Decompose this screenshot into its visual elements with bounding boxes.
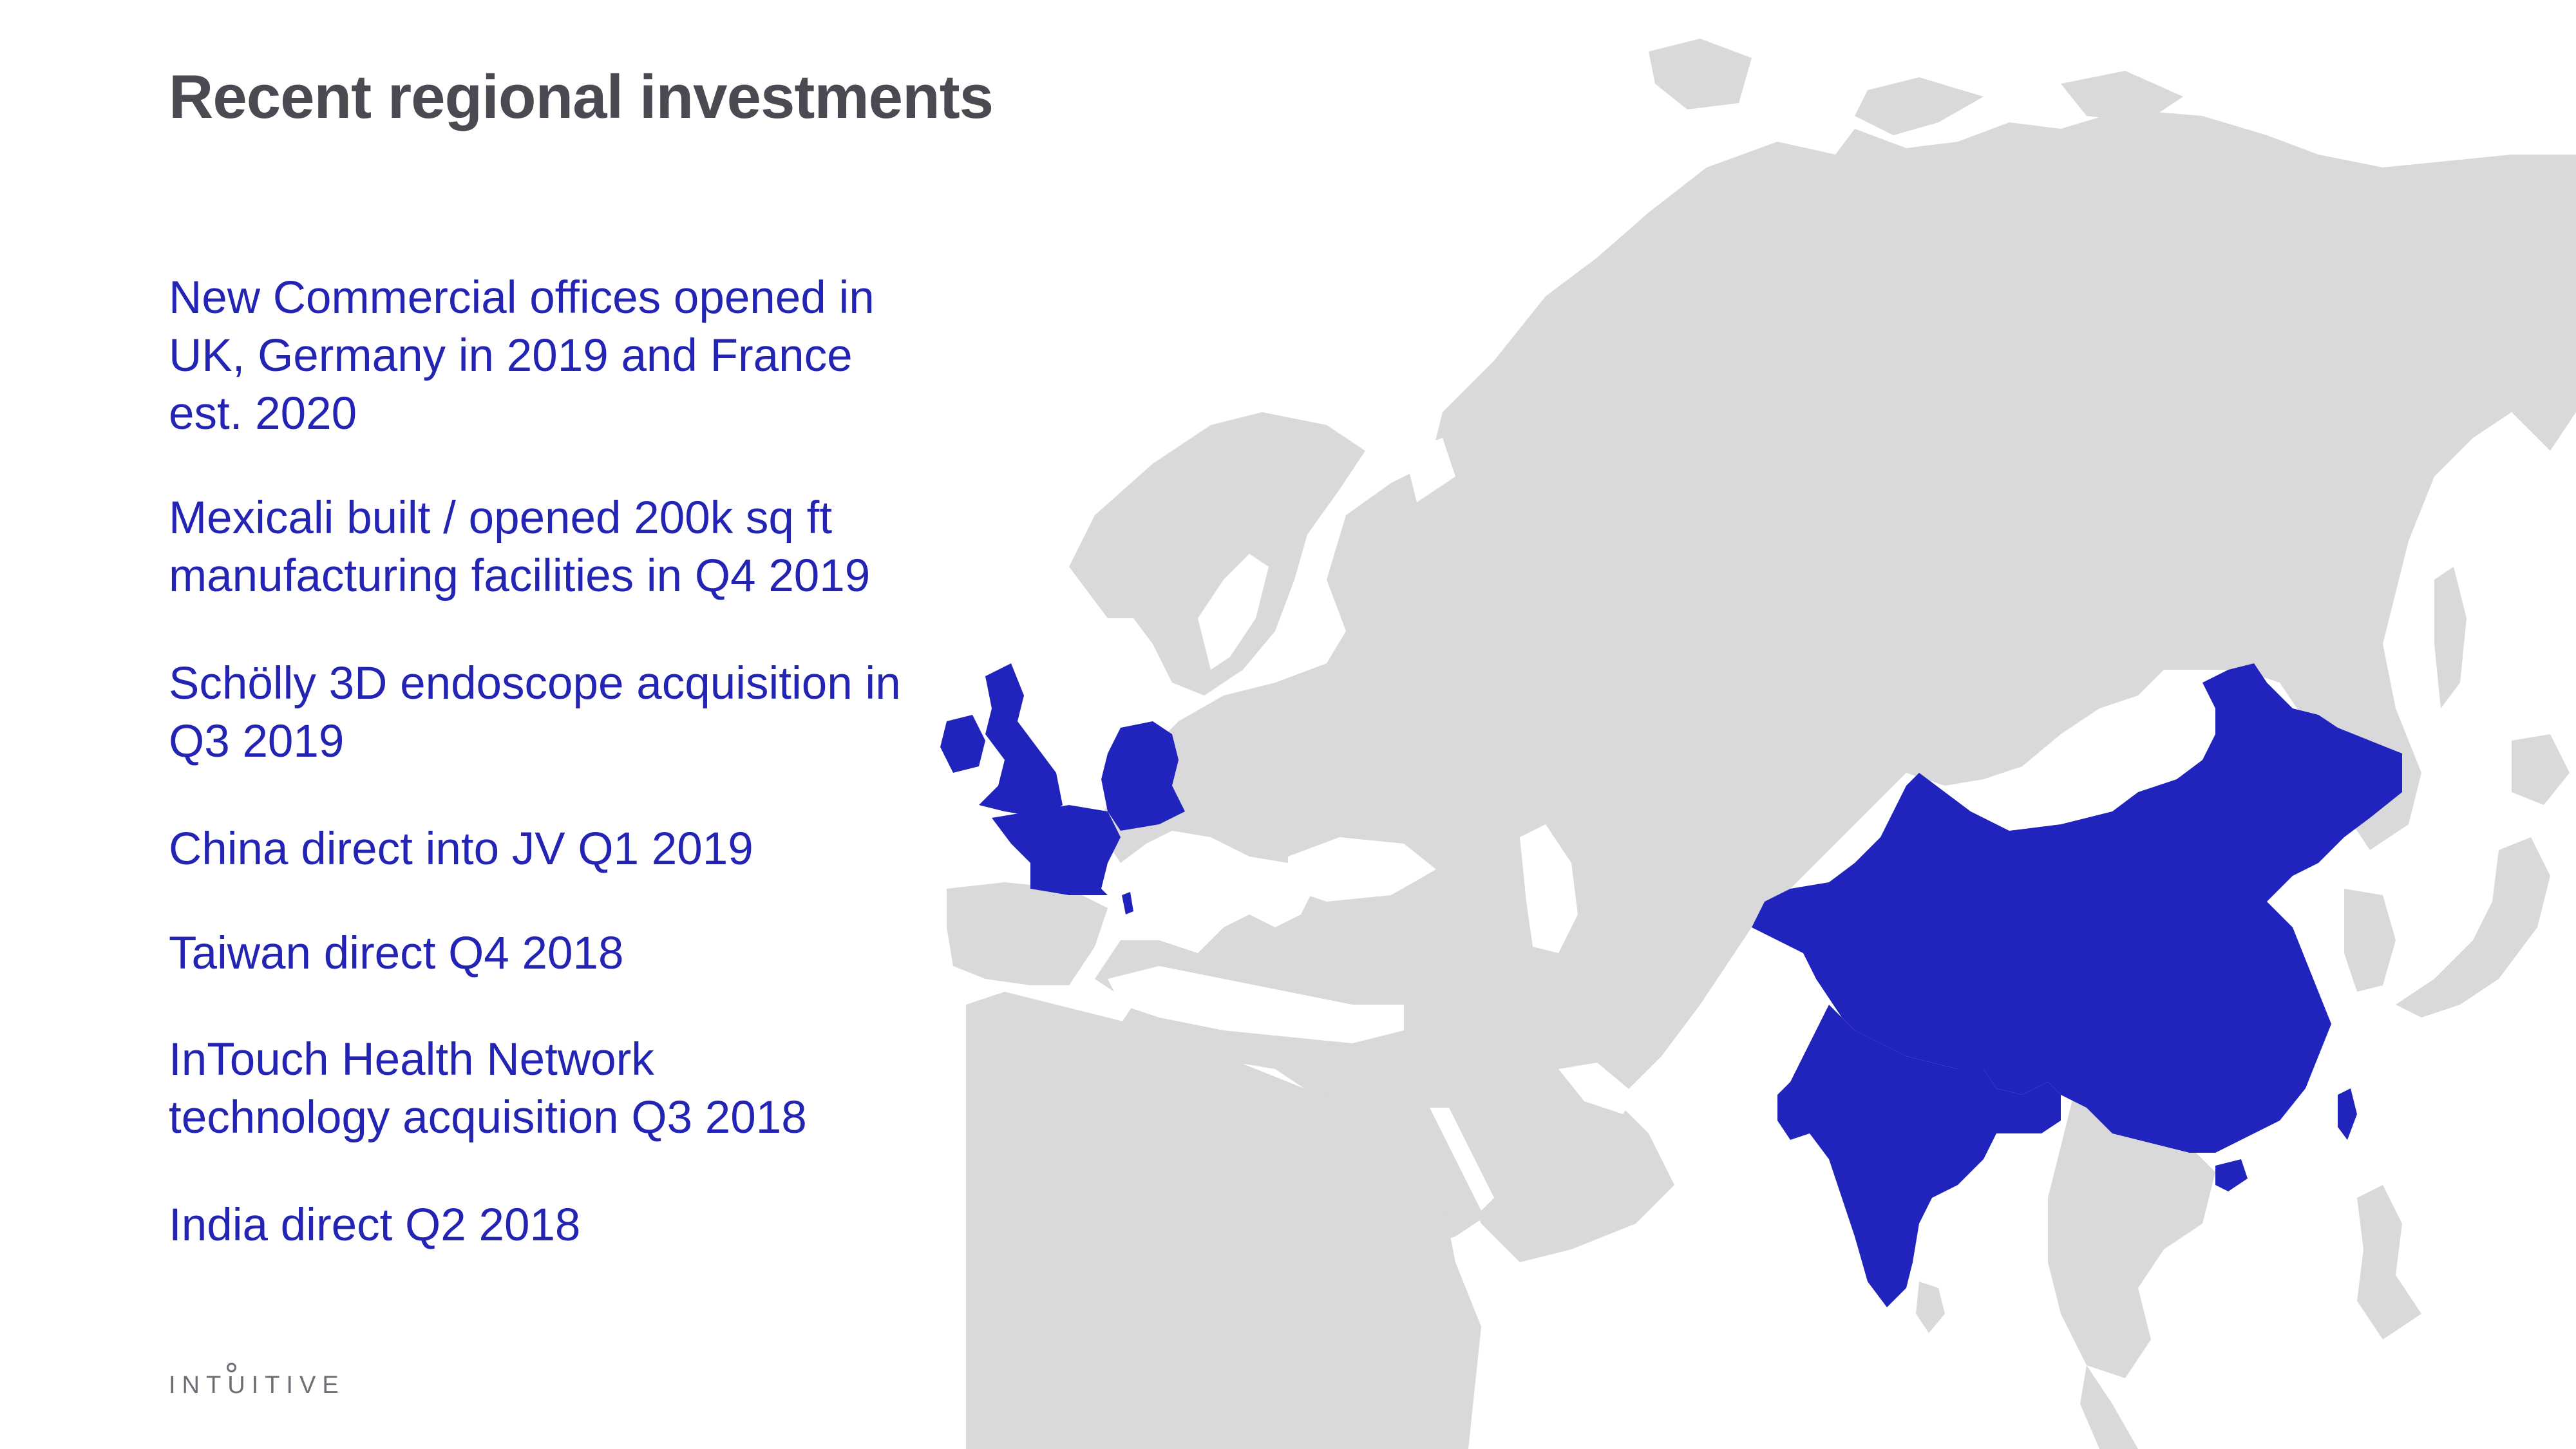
country-corsica (1122, 892, 1133, 914)
sea-black (1288, 837, 1436, 902)
sea-mediterranean (1108, 966, 1404, 1043)
sea-caspian (1520, 824, 1578, 953)
country-taiwan (2338, 1088, 2357, 1140)
land-iberia (947, 882, 1108, 985)
country-hainan (2215, 1159, 2248, 1191)
land-shapes (947, 39, 2576, 1449)
highlighted-countries (940, 663, 2402, 1307)
land-eurasia-main (1082, 109, 2576, 1249)
bullet-scholly: Schölly 3D endoscope acquisition in Q3 2… (169, 658, 901, 767)
sea-persian-gulf (1558, 1063, 1636, 1114)
land-korea (2344, 889, 2396, 992)
land-philippines (2357, 1185, 2421, 1340)
land-japan (2396, 837, 2550, 1018)
country-india (1777, 1005, 2061, 1307)
country-china (1752, 663, 2402, 1153)
bullet-india: India direct Q2 2018 (169, 1200, 581, 1251)
logo-text: INTUITIVE (169, 1372, 345, 1399)
bullet-mexicali: Mexicali built / opened 200k sq ft manuf… (169, 493, 871, 601)
land-arctic-islands (1649, 39, 1752, 109)
land-novaya-zemlya (1855, 77, 1984, 135)
bullet-taiwan: Taiwan direct Q4 2018 (169, 928, 624, 979)
land-sakhalin (2434, 567, 2467, 708)
sea-red (1430, 1108, 1494, 1211)
intuitive-logo: INTUITIVE (169, 1363, 345, 1399)
sea-white-sea (1404, 438, 1455, 502)
bullet-china: China direct into JV Q1 2019 (169, 824, 753, 875)
land-scandinavia (1069, 412, 1365, 696)
sea-baltic (1198, 554, 1269, 670)
country-france (992, 805, 1121, 895)
bullet-commercial-offices: New Commercial offices opened in UK, Ger… (169, 272, 875, 439)
land-severnaya (2061, 71, 2183, 122)
land-sri-lanka (1916, 1282, 1945, 1333)
logo-dot (227, 1363, 236, 1372)
slide-title: Recent regional investments (169, 62, 994, 131)
land-southeast-asia (2048, 1095, 2215, 1378)
country-united-kingdom (979, 663, 1063, 818)
land-hokkaido (2512, 734, 2570, 805)
bullet-intouch: InTouch Health Network technology acquis… (169, 1034, 807, 1143)
land-peninsular (2080, 1365, 2138, 1449)
country-germany (1101, 721, 1185, 831)
land-arabia (1404, 1005, 1674, 1262)
land-africa-north (966, 992, 1481, 1449)
country-ireland (940, 715, 985, 773)
